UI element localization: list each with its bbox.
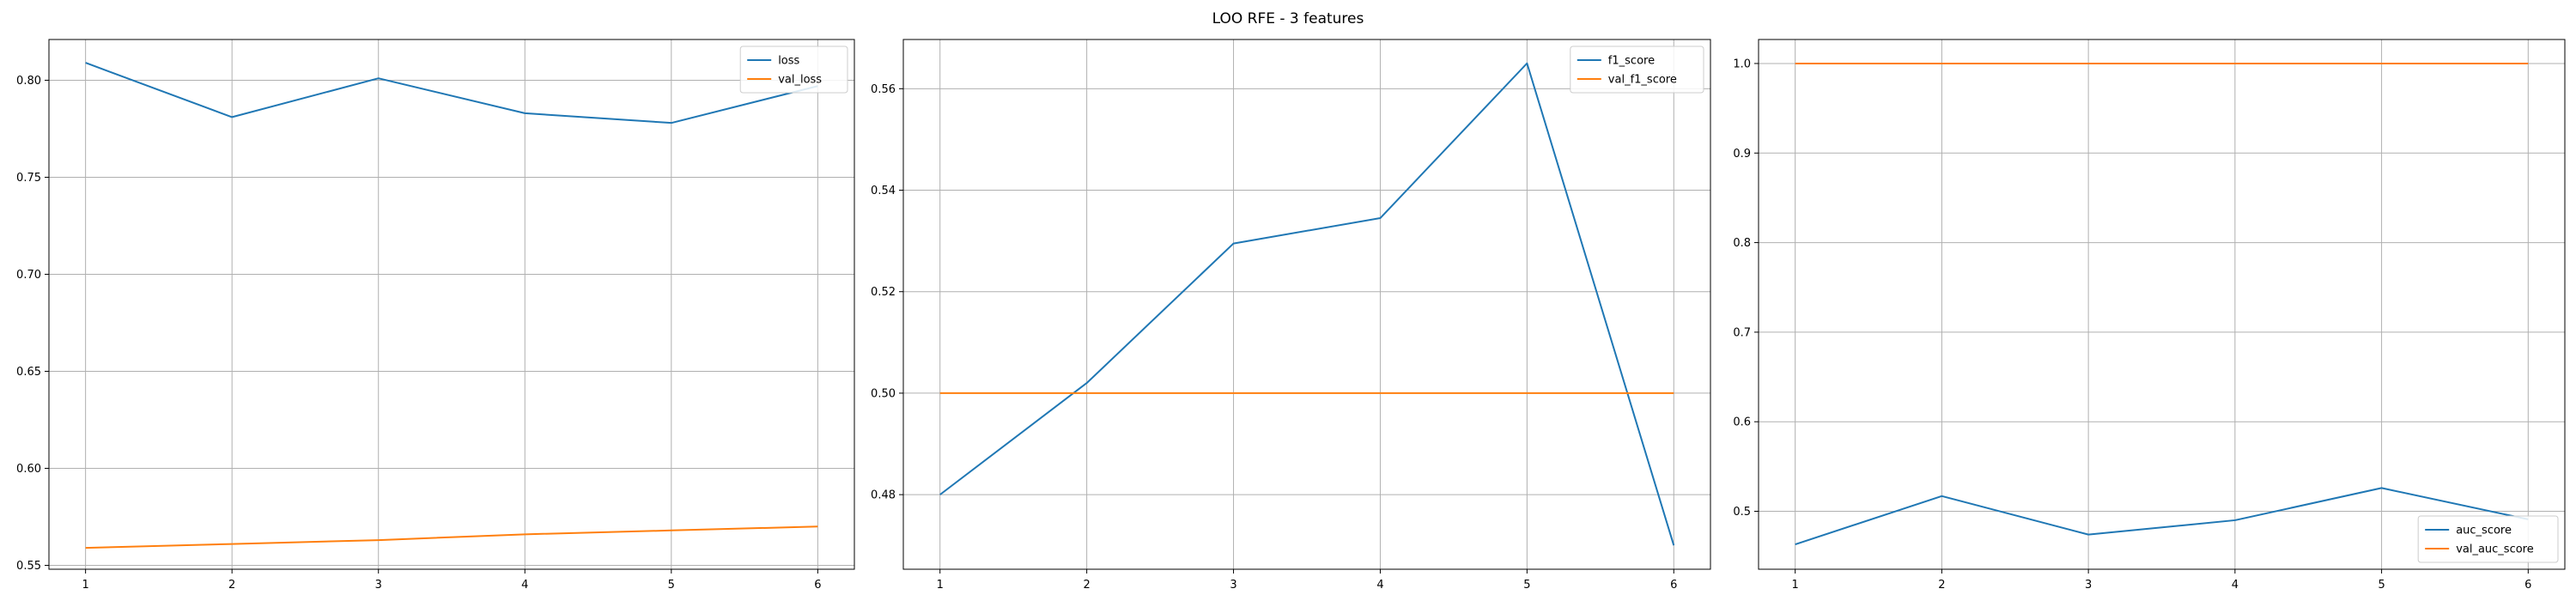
x-tick-label: 5 xyxy=(2378,579,2385,592)
plot-area xyxy=(49,39,854,569)
plot-area xyxy=(903,39,1710,569)
legend: f1_score val_f1_score xyxy=(1570,46,1704,94)
x-tick-label: 1 xyxy=(82,579,88,592)
x-tick-label: 6 xyxy=(814,579,821,592)
legend-frame xyxy=(1570,46,1704,94)
plot-area xyxy=(1759,39,2565,569)
y-tick-label: 0.5 xyxy=(1733,506,1751,519)
legend-label-f1-score: f1_score xyxy=(1608,55,1655,68)
x-tick-label: 3 xyxy=(1230,579,1236,592)
y-tick-label: 0.6 xyxy=(1733,416,1751,429)
chart-panel-3: 1 2 3 4 5 6 0.5 0.6 0.7 0.8 0.9 1.0 auc_score val_auc… xyxy=(1733,39,2566,592)
y-tick-label: 0.56 xyxy=(871,83,896,96)
legend-label-val-f1-score: val_f1_score xyxy=(1608,74,1677,87)
plot-frame xyxy=(902,39,1711,570)
y-tick-label: 0.75 xyxy=(16,172,41,185)
x-tick-label: 2 xyxy=(1083,579,1090,592)
y-tick-label: 0.55 xyxy=(16,560,41,573)
legend-label-auc-score: auc_score xyxy=(2456,525,2512,537)
series-line-loss xyxy=(85,62,818,124)
y-tick-label: 0.50 xyxy=(871,387,896,400)
y-tick-label: 0.48 xyxy=(871,489,896,502)
plot-frame xyxy=(48,39,855,570)
y-tick-label: 1.0 xyxy=(1733,58,1751,70)
series-line-auc-score xyxy=(1795,487,2529,546)
x-tick-label: 4 xyxy=(1376,579,1383,592)
x-tick-label: 5 xyxy=(1523,579,1530,592)
chart-panel-1: 1 2 3 4 5 6 0.55 0.60 0.65 0.70 0.75 0.80 loss val_lo… xyxy=(16,39,855,592)
x-tick-label: 5 xyxy=(668,579,675,592)
legend-frame xyxy=(739,46,848,94)
legend-label-val-auc-score: val_auc_score xyxy=(2456,543,2534,556)
x-tick-label: 3 xyxy=(375,579,382,592)
figure-title: LOO RFE - 3 features xyxy=(1212,10,1364,27)
chart-panel-2: 1 2 3 4 5 6 0.48 0.50 0.52 0.54 0.56 f1_score val_f1… xyxy=(871,39,1711,592)
x-tick-label: 2 xyxy=(1938,579,1945,592)
legend-label-val-loss: val_loss xyxy=(778,74,822,87)
legend-label-loss: loss xyxy=(778,55,799,68)
x-tick-label: 1 xyxy=(937,579,944,592)
legend: auc_score val_auc_score xyxy=(2417,515,2559,563)
chart-panels: 1 2 3 4 5 60.550.600.650.700.750.80lossval_lo… xyxy=(16,39,2566,592)
series-line-f1-score xyxy=(939,62,1675,546)
y-tick-label: 0.60 xyxy=(16,463,41,476)
x-tick-label: 6 xyxy=(1670,579,1677,592)
x-tick-label: 4 xyxy=(521,579,528,592)
x-tick-label: 1 xyxy=(1792,579,1799,592)
y-tick-label: 0.65 xyxy=(16,366,41,379)
y-tick-label: 0.9 xyxy=(1733,148,1751,161)
plot-frame xyxy=(1758,39,2566,570)
legend: loss val_loss xyxy=(739,46,848,94)
legend-frame xyxy=(2417,515,2559,563)
y-tick-label: 0.52 xyxy=(871,286,896,299)
y-tick-label: 0.70 xyxy=(16,269,41,282)
series-line-val-loss xyxy=(85,525,818,549)
y-tick-label: 0.80 xyxy=(16,75,41,88)
y-tick-label: 0.7 xyxy=(1733,326,1751,339)
x-tick-label: 6 xyxy=(2524,579,2531,592)
x-tick-label: 4 xyxy=(2232,579,2239,592)
y-tick-label: 0.8 xyxy=(1733,237,1751,250)
x-tick-label: 2 xyxy=(228,579,235,592)
x-tick-label: 3 xyxy=(2085,579,2092,592)
y-tick-label: 0.54 xyxy=(871,185,896,197)
